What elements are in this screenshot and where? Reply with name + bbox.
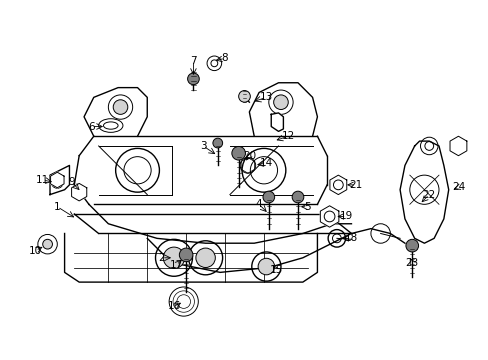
- Circle shape: [196, 248, 215, 267]
- Polygon shape: [329, 175, 346, 195]
- Text: 6: 6: [88, 122, 95, 131]
- Text: 7: 7: [190, 56, 196, 66]
- Text: 16: 16: [167, 301, 180, 311]
- Circle shape: [113, 100, 127, 114]
- Polygon shape: [50, 165, 69, 195]
- Circle shape: [212, 138, 222, 148]
- Text: 8: 8: [221, 53, 228, 63]
- Text: 4: 4: [255, 199, 262, 209]
- Polygon shape: [50, 172, 64, 188]
- Circle shape: [42, 239, 52, 249]
- Circle shape: [179, 248, 193, 262]
- Text: 19: 19: [339, 211, 352, 221]
- Text: 2: 2: [158, 253, 165, 263]
- Circle shape: [291, 191, 303, 203]
- Text: 21: 21: [349, 180, 362, 190]
- Polygon shape: [399, 141, 448, 243]
- Text: 12: 12: [281, 131, 294, 141]
- Circle shape: [163, 247, 184, 269]
- Polygon shape: [71, 183, 86, 201]
- Circle shape: [51, 177, 63, 188]
- Text: 17: 17: [169, 260, 183, 270]
- Polygon shape: [320, 206, 338, 227]
- Text: 15: 15: [269, 265, 282, 275]
- Text: 20: 20: [243, 151, 255, 161]
- Text: 23: 23: [405, 258, 418, 267]
- Circle shape: [187, 73, 199, 85]
- Text: 14: 14: [259, 158, 272, 168]
- Text: 24: 24: [451, 182, 464, 192]
- Circle shape: [273, 95, 287, 109]
- Text: 3: 3: [200, 141, 206, 151]
- Circle shape: [405, 239, 418, 252]
- Circle shape: [258, 258, 274, 275]
- Polygon shape: [271, 113, 283, 131]
- Text: 13: 13: [259, 93, 272, 102]
- Text: 22: 22: [422, 190, 435, 199]
- Text: 9: 9: [68, 177, 75, 188]
- Circle shape: [231, 147, 245, 160]
- Text: 11: 11: [36, 175, 49, 185]
- Text: 18: 18: [344, 233, 357, 243]
- Text: 1: 1: [54, 202, 61, 212]
- Polygon shape: [449, 136, 466, 156]
- Circle shape: [263, 191, 274, 203]
- Text: 5: 5: [304, 202, 310, 212]
- Text: 10: 10: [29, 246, 42, 256]
- Circle shape: [238, 90, 250, 102]
